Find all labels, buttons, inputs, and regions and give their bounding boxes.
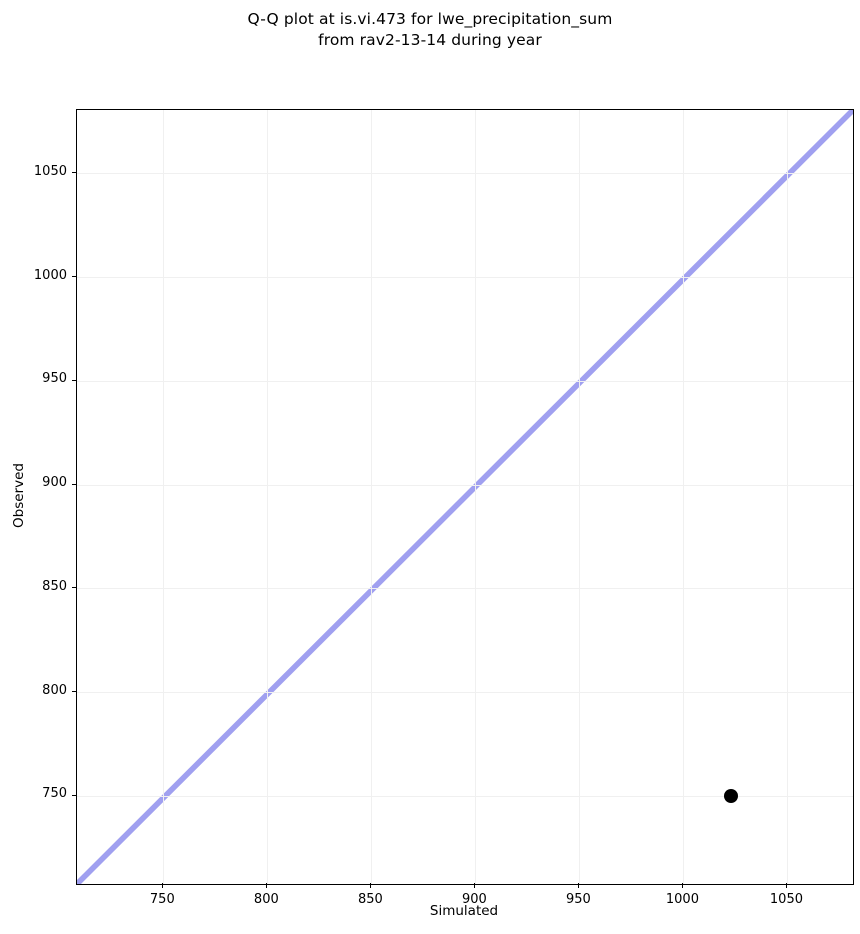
y-tick-label: 1000 <box>33 267 67 283</box>
gridline-horizontal <box>77 692 853 694</box>
y-tick-label: 1050 <box>33 163 67 179</box>
gridline-horizontal <box>77 277 853 279</box>
y-tick-label: 950 <box>42 371 67 387</box>
gridline-vertical <box>266 110 268 884</box>
y-tick-mark <box>71 172 76 174</box>
y-tick-label: 800 <box>42 682 67 698</box>
x-tick-label: 750 <box>149 892 175 907</box>
gridline-horizontal <box>77 484 853 486</box>
x-tick-mark <box>681 883 683 888</box>
y-tick-mark <box>71 379 76 381</box>
x-tick-mark <box>161 883 163 888</box>
gridline-vertical <box>370 110 372 884</box>
x-tick-label: 800 <box>253 892 279 907</box>
gridline-vertical <box>786 110 788 884</box>
chart-title: Q-Q plot at is.vi.473 for lwe_precipitat… <box>247 10 613 49</box>
x-tick-label: 1000 <box>665 892 699 907</box>
x-tick-mark <box>265 883 267 888</box>
gridline-horizontal <box>77 795 853 797</box>
gridline-horizontal <box>77 380 853 382</box>
x-tick-label: 1050 <box>769 892 803 907</box>
gridline-vertical <box>682 110 684 884</box>
y-tick-label: 850 <box>42 578 67 594</box>
plot-area[interactable] <box>76 109 854 885</box>
y-tick-mark <box>71 276 76 278</box>
y-tick-mark <box>71 587 76 589</box>
y-tick-label: 750 <box>42 786 67 802</box>
y-tick-mark <box>71 691 76 693</box>
gridline-horizontal <box>77 588 853 590</box>
x-tick-mark <box>473 883 475 888</box>
y-tick-label: 900 <box>42 475 67 491</box>
y-axis-label: Observed <box>11 463 27 528</box>
x-tick-mark <box>369 883 371 888</box>
x-tick-mark <box>577 883 579 888</box>
data-point[interactable] <box>724 789 739 804</box>
x-tick-label: 950 <box>566 892 591 907</box>
x-tick-mark <box>785 883 787 888</box>
y-tick-mark <box>71 483 76 485</box>
gridline-vertical <box>578 110 580 884</box>
x-tick-label: 850 <box>357 892 383 907</box>
x-tick-label: 900 <box>461 892 487 907</box>
identity-line <box>77 110 853 884</box>
gridline-vertical <box>162 110 164 884</box>
gridline-vertical <box>474 110 476 884</box>
x-axis-label: Simulated <box>429 903 499 919</box>
gridline-horizontal <box>77 173 853 175</box>
y-tick-mark <box>71 794 76 796</box>
